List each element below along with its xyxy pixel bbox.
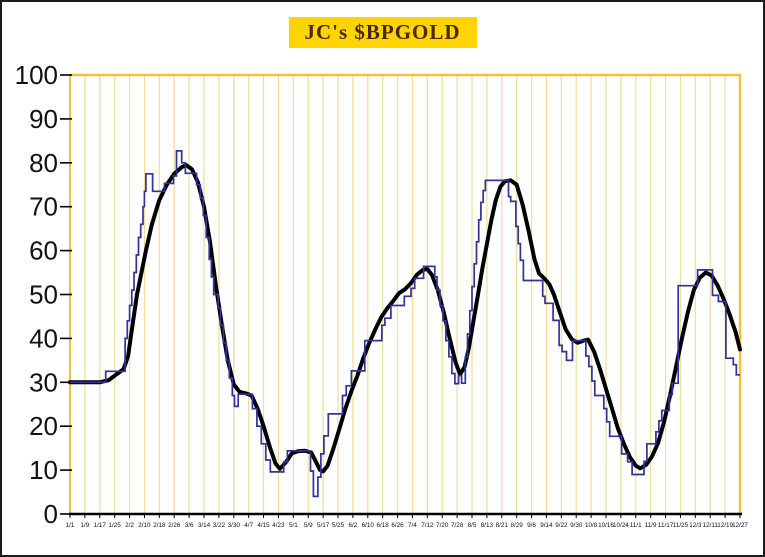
svg-text:4/15: 4/15 xyxy=(257,522,270,529)
svg-text:10: 10 xyxy=(29,455,58,485)
svg-text:12/27: 12/27 xyxy=(732,522,748,529)
svg-text:6/18: 6/18 xyxy=(377,522,390,529)
svg-text:5/9: 5/9 xyxy=(304,522,313,529)
svg-text:90: 90 xyxy=(29,104,58,134)
svg-text:8/29: 8/29 xyxy=(511,522,524,529)
svg-text:12/19: 12/19 xyxy=(717,522,733,529)
svg-text:3/6: 3/6 xyxy=(185,522,194,529)
svg-text:100: 100 xyxy=(15,60,58,90)
svg-text:7/12: 7/12 xyxy=(421,522,434,529)
svg-text:2/2: 2/2 xyxy=(125,522,134,529)
svg-text:1/9: 1/9 xyxy=(81,522,90,529)
svg-text:10/16: 10/16 xyxy=(598,522,614,529)
svg-text:2/26: 2/26 xyxy=(168,522,181,529)
svg-text:40: 40 xyxy=(29,323,58,353)
svg-text:2/18: 2/18 xyxy=(153,522,166,529)
svg-text:7/20: 7/20 xyxy=(436,522,449,529)
svg-text:80: 80 xyxy=(29,148,58,178)
svg-text:5/17: 5/17 xyxy=(317,522,330,529)
svg-text:3/22: 3/22 xyxy=(213,522,226,529)
svg-text:1/17: 1/17 xyxy=(94,522,107,529)
svg-text:50: 50 xyxy=(29,280,58,310)
svg-text:8/13: 8/13 xyxy=(481,522,494,529)
svg-text:12/3: 12/3 xyxy=(689,522,702,529)
chart-title: JC's $BPGOLD xyxy=(288,17,477,48)
svg-text:7/4: 7/4 xyxy=(408,522,417,529)
svg-text:4/23: 4/23 xyxy=(272,522,285,529)
svg-text:11/1: 11/1 xyxy=(630,522,642,529)
x-axis-labels: 1/1 1/9 1/17 1/25 2/2 2/10 2/18 2/26 3/6 3/14 3/22… xyxy=(66,512,748,529)
svg-text:5/25: 5/25 xyxy=(332,522,345,529)
svg-text:10/8: 10/8 xyxy=(585,522,598,529)
svg-text:8/5: 8/5 xyxy=(468,522,477,529)
svg-text:12/11: 12/11 xyxy=(703,522,719,529)
svg-text:4/7: 4/7 xyxy=(244,522,253,529)
svg-text:5/1: 5/1 xyxy=(289,522,298,529)
svg-text:9/30: 9/30 xyxy=(570,522,583,529)
svg-text:3/30: 3/30 xyxy=(228,522,241,529)
svg-text:70: 70 xyxy=(29,192,58,222)
plot-border xyxy=(69,73,742,514)
svg-text:1/1: 1/1 xyxy=(66,522,75,529)
svg-text:60: 60 xyxy=(29,236,58,266)
series-black-smooth-line xyxy=(68,163,742,474)
svg-text:6/26: 6/26 xyxy=(391,522,404,529)
svg-text:2/10: 2/10 xyxy=(138,522,151,529)
svg-text:0: 0 xyxy=(44,499,58,529)
svg-text:10/24: 10/24 xyxy=(613,522,629,529)
svg-text:9/22: 9/22 xyxy=(555,522,568,529)
svg-text:1/25: 1/25 xyxy=(109,522,122,529)
svg-text:6/10: 6/10 xyxy=(362,522,375,529)
y-axis-labels: 0 10 20 30 40 50 60 70 80 90 100 xyxy=(15,60,72,529)
svg-text:7/28: 7/28 xyxy=(451,522,464,529)
svg-text:9/6: 9/6 xyxy=(527,522,536,529)
svg-text:11/9: 11/9 xyxy=(645,522,657,529)
svg-text:6/2: 6/2 xyxy=(349,522,358,529)
svg-text:11/25: 11/25 xyxy=(673,522,689,529)
svg-text:9/14: 9/14 xyxy=(540,522,553,529)
svg-text:8/21: 8/21 xyxy=(496,522,509,529)
svg-text:30: 30 xyxy=(29,367,58,397)
series-blue-step-line xyxy=(70,150,740,498)
gridlines xyxy=(84,75,741,514)
svg-text:3/14: 3/14 xyxy=(198,522,211,529)
svg-text:20: 20 xyxy=(29,411,58,441)
svg-text:11/17: 11/17 xyxy=(658,522,674,529)
